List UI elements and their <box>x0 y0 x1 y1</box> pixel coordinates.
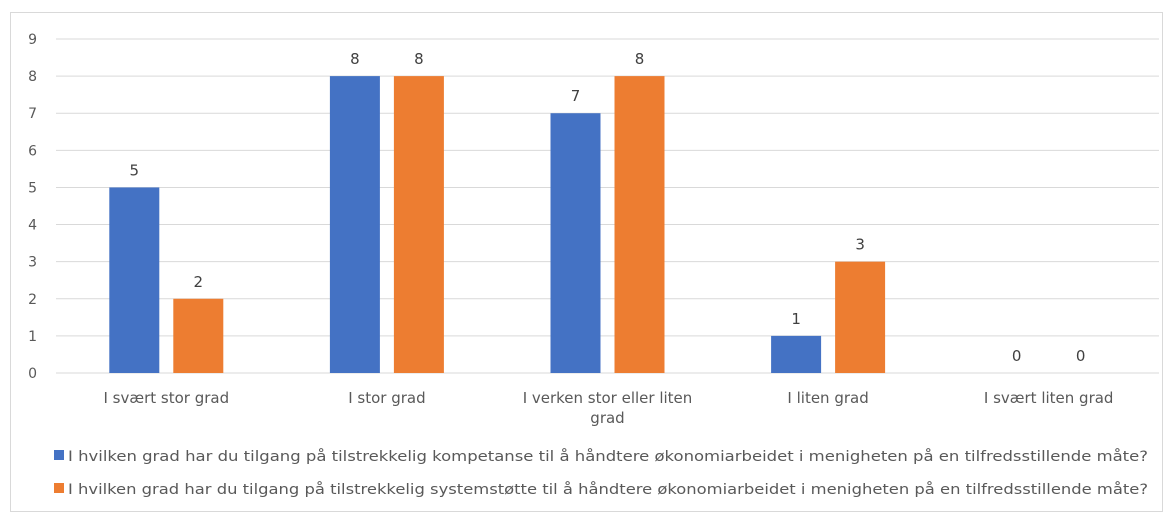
x-category-label: I svært stor grad <box>103 389 229 407</box>
data-label: 0 <box>1076 347 1086 365</box>
y-tick-label: 5 <box>28 180 37 196</box>
x-axis-categories: I svært stor grad I stor grad I verken sto… <box>103 389 1113 427</box>
data-label: 8 <box>414 50 424 68</box>
data-label: 8 <box>350 50 360 68</box>
data-label: 2 <box>194 273 204 291</box>
y-axis-ticks: 0 1 2 3 4 5 6 7 8 9 <box>28 32 37 382</box>
y-tick-label: 2 <box>28 292 37 308</box>
data-label: 8 <box>635 50 645 68</box>
bar-series-1 <box>550 113 601 373</box>
y-tick-label: 1 <box>28 329 37 345</box>
bar-series-2 <box>393 76 444 373</box>
data-label: 3 <box>855 236 865 254</box>
y-tick-label: 8 <box>28 69 37 85</box>
data-label: 1 <box>791 310 801 328</box>
x-category-label: I svært liten grad <box>984 389 1114 407</box>
bar-series-1 <box>329 76 380 373</box>
y-tick-label: 9 <box>28 32 37 48</box>
data-labels: 5 2 8 8 7 8 1 3 0 0 <box>130 50 1086 365</box>
legend-swatch <box>54 450 64 460</box>
gridlines <box>56 38 1159 374</box>
legend: I hvilken grad har du tilgang på tilstre… <box>54 448 1148 498</box>
bar-series-1 <box>109 187 160 373</box>
legend-entry: I hvilken grad har du tilgang på tilstre… <box>68 448 1148 465</box>
bar-series-2 <box>173 298 224 373</box>
bar-series-1 <box>771 335 822 373</box>
y-tick-label: 6 <box>28 143 37 159</box>
x-category-label: I liten grad <box>787 389 868 407</box>
legend-swatch <box>54 483 64 493</box>
y-tick-label: 3 <box>28 255 37 271</box>
y-tick-label: 4 <box>28 218 37 234</box>
bars <box>109 76 886 373</box>
y-tick-label: 7 <box>28 106 37 122</box>
x-category-label: I verken stor eller liten grad <box>523 389 693 427</box>
x-category-label: I stor grad <box>348 389 425 407</box>
bar-series-2 <box>614 76 665 373</box>
bar-series-2 <box>835 261 886 373</box>
data-label: 0 <box>1012 347 1022 365</box>
y-tick-label: 0 <box>28 366 37 382</box>
data-label: 5 <box>130 161 140 179</box>
legend-entry: I hvilken grad har du tilgang på tilstre… <box>68 481 1148 498</box>
data-label: 7 <box>571 87 581 105</box>
